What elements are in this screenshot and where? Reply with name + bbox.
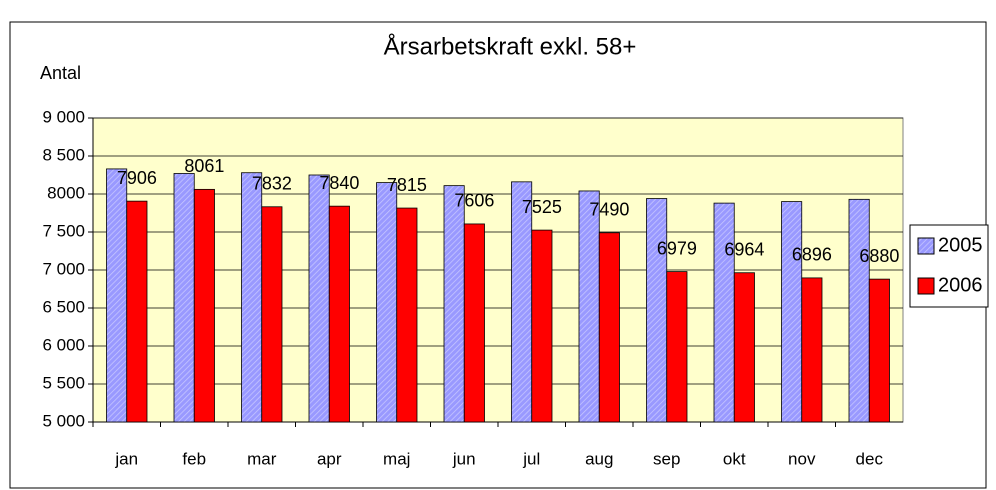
x-tick-label: sep xyxy=(653,449,680,468)
data-label: 7906 xyxy=(117,168,157,188)
x-tick-label: maj xyxy=(383,449,410,468)
y-tick-label: 9 000 xyxy=(42,107,85,126)
legend-swatch xyxy=(917,237,935,255)
bar xyxy=(261,206,283,423)
x-tick-label: feb xyxy=(182,449,206,468)
data-label: 7840 xyxy=(319,173,359,193)
bar xyxy=(848,198,870,423)
legend-swatch xyxy=(917,277,935,295)
bar xyxy=(396,207,418,423)
y-tick-label: 7 000 xyxy=(42,259,85,278)
x-tick-label: jan xyxy=(114,449,138,468)
data-label: 6979 xyxy=(657,238,697,258)
y-tick-label: 6 000 xyxy=(42,335,85,354)
data-label: 7490 xyxy=(589,200,629,220)
bar xyxy=(646,198,668,423)
bar xyxy=(598,232,620,423)
chart-title: Årsarbetskraft exkl. 58+ xyxy=(384,32,637,60)
y-tick-label: 5 500 xyxy=(42,373,85,392)
bar xyxy=(801,277,823,423)
data-label: 6896 xyxy=(792,245,832,265)
bar xyxy=(511,181,533,423)
x-tick-label: mar xyxy=(247,449,277,468)
bar xyxy=(173,173,195,423)
data-label: 7525 xyxy=(522,197,562,217)
x-tick-label: okt xyxy=(723,449,746,468)
bar xyxy=(193,188,215,423)
bar xyxy=(328,205,350,423)
y-tick-label: 8000 xyxy=(47,183,85,202)
bar xyxy=(463,223,485,423)
bar xyxy=(126,200,148,423)
y-tick-label: 8 500 xyxy=(42,145,85,164)
x-tick-label: apr xyxy=(317,449,342,468)
bar xyxy=(781,201,803,423)
bar xyxy=(106,168,128,423)
y-axis-label: Antal xyxy=(40,63,81,83)
x-tick-label: nov xyxy=(788,449,816,468)
data-label: 8061 xyxy=(184,156,224,176)
legend-label: 2005 xyxy=(938,234,983,256)
x-tick-label: dec xyxy=(856,449,884,468)
bar xyxy=(733,272,755,423)
x-tick-label: aug xyxy=(585,449,613,468)
data-label: 6964 xyxy=(724,239,764,259)
bar xyxy=(531,229,553,423)
data-label: 7832 xyxy=(252,174,292,194)
bar xyxy=(308,174,330,423)
x-tick-label: jun xyxy=(452,449,476,468)
bar xyxy=(376,182,398,423)
bar xyxy=(666,271,688,423)
bar xyxy=(443,185,465,423)
y-tick-label: 7 500 xyxy=(42,221,85,240)
data-label: 7815 xyxy=(387,175,427,195)
legend-label: 2006 xyxy=(938,274,983,296)
bar xyxy=(868,278,890,423)
data-label: 6880 xyxy=(859,246,899,266)
bar xyxy=(713,202,735,423)
data-label: 7606 xyxy=(454,191,494,211)
y-tick-label: 5 000 xyxy=(42,411,85,430)
x-tick-label: jul xyxy=(522,449,540,468)
bar xyxy=(578,190,600,423)
bar xyxy=(241,172,263,423)
y-tick-label: 6 500 xyxy=(42,297,85,316)
